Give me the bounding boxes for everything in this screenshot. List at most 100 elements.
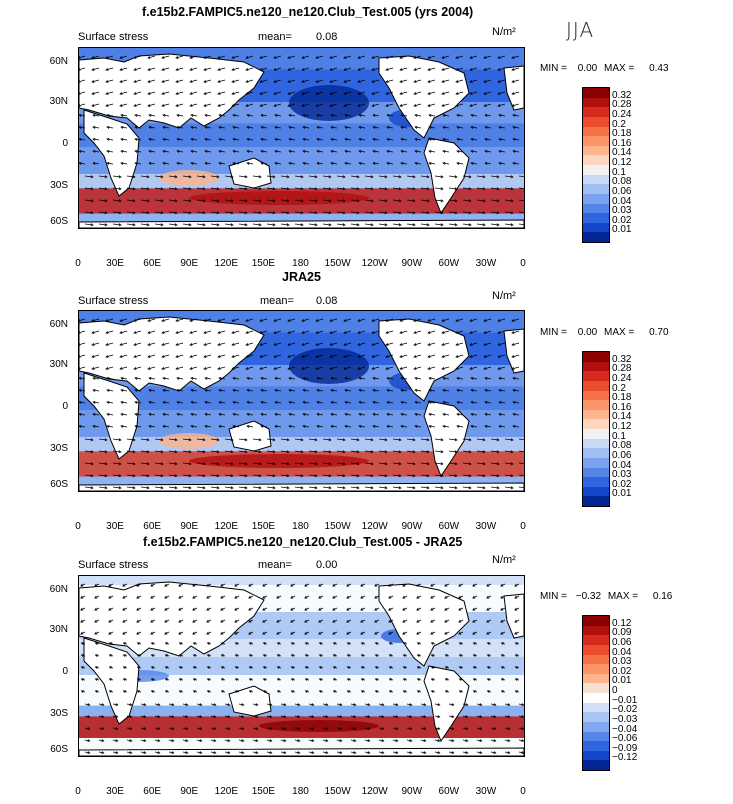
wind-arrowhead [164,583,168,587]
colorbar-swatch [583,116,609,127]
wind-arrow [484,401,492,404]
wind-arrow [182,199,192,202]
wind-arrow [336,751,342,754]
wind-arrowhead [80,666,84,669]
wind-arrow [154,703,160,706]
wind-arrow [218,114,226,117]
wind-arrow [204,389,212,392]
wind-arrowhead [414,424,418,428]
colorbar-label: 0.18 [612,128,632,140]
wind-arrowhead [455,354,459,358]
wind-arrowhead [314,199,318,203]
wind-arrowhead [511,330,515,334]
wind-arrow [343,67,352,71]
wind-arrow [91,366,100,370]
wind-arrowhead [318,654,322,657]
wind-arrow [406,187,416,190]
wind-arrow [105,103,114,107]
wind-arrowhead [133,103,137,107]
wind-arrowhead [231,354,235,358]
wind-arrowhead [218,113,222,117]
wind-arrow [483,354,492,358]
wind-arrow [119,55,128,59]
wind-arrow [133,318,142,322]
wind-arrow [458,619,464,623]
wind-arrow [196,175,206,178]
wind-arrowhead [456,125,460,129]
wind-arrow [336,727,342,730]
wind-arrowhead [440,199,444,203]
wind-arrow [136,607,142,611]
wind-arrowhead [497,67,501,71]
wind-arrowhead [269,727,273,731]
x-tick-label: 0 [520,258,526,269]
wind-arrow [483,318,492,322]
wind-arrow [231,103,240,107]
wind-arrowhead [105,55,109,59]
x-tick-label: 180 [292,258,309,269]
wind-arrowhead [276,631,280,635]
wind-arrowhead [79,330,81,334]
wind-arrowhead [260,125,264,129]
wind-arrowhead [512,125,516,129]
wind-arrow [259,330,268,334]
field-blob [289,348,369,384]
wind-arrow [80,619,86,623]
wind-arrowhead [175,330,179,334]
wind-arrow [106,389,114,392]
wind-arrowhead [468,438,472,442]
wind-arrow [462,175,472,178]
wind-arrowhead [118,462,122,466]
wind-arrowhead [511,103,515,107]
wind-arrowhead [79,376,82,380]
wind-arrowhead [218,161,222,165]
wind-arrow [504,703,510,706]
wind-arrowhead [287,67,291,71]
colorbar-swatch [583,88,609,98]
wind-arrow [330,138,338,141]
wind-arrowhead [216,223,220,227]
wind-arrowhead [358,424,362,428]
wind-arrowhead [162,424,166,428]
wind-arrowhead [220,642,224,645]
wind-arrow [140,450,150,453]
wind-arrow [84,739,90,742]
wind-arrow [400,138,408,141]
wind-arrowhead [136,583,140,587]
wind-arrow [164,607,170,611]
wind-arrow [392,486,402,489]
wind-arrowhead [356,175,360,179]
wind-arrowhead [185,703,189,707]
wind-arrowhead [398,187,402,191]
wind-arrowhead [357,354,361,358]
wind-arrow [343,318,352,322]
wind-arrowhead [388,690,392,693]
wind-arrowhead [147,354,151,358]
wind-arrow [385,55,394,59]
panel-3-max-value: 0.16 [652,591,673,602]
wind-arrowhead [259,366,263,370]
wind-arrowhead [262,654,266,657]
wind-arrowhead [367,739,371,743]
wind-arrow [79,67,86,71]
wind-arrowhead [190,376,194,380]
wind-arrowhead [216,462,220,466]
wind-arrow [112,175,122,178]
wind-arrow [294,486,304,489]
wind-arrowhead [482,199,486,203]
panel-3-mean-value: 0.00 [316,559,338,571]
wind-arrowhead [465,751,469,755]
x-tick-label: 90E [180,786,199,797]
wind-arrowhead [259,91,263,95]
wind-arrowhead [218,388,222,392]
wind-arrow [287,55,296,59]
wind-arrowhead [318,607,322,611]
wind-arrowhead [204,137,208,141]
wind-arrow [302,114,310,117]
wind-arrowhead [371,366,375,370]
wind-arrowhead [231,91,235,95]
wind-arrowhead [357,79,361,83]
wind-arrow [294,450,304,453]
wind-arrowhead [470,161,474,165]
wind-arrowhead [371,79,375,83]
